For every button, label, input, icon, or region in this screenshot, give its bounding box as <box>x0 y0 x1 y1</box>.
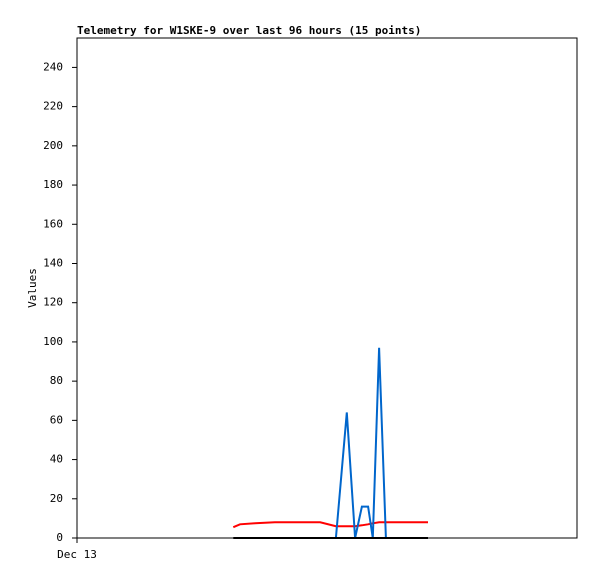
y-tick-label: 200 <box>43 139 63 152</box>
y-tick-label: 160 <box>43 217 63 230</box>
chart-title: Telemetry for W1SKE-9 over last 96 hours… <box>77 24 421 37</box>
y-tick-label: 180 <box>43 178 63 191</box>
y-tick-label: 240 <box>43 60 63 73</box>
plot-frame <box>76 37 578 539</box>
y-tick-label: 60 <box>50 413 63 426</box>
y-tick-label: 40 <box>50 453 63 466</box>
y-tick-label: 220 <box>43 100 63 113</box>
x-tick-label: Dec 13 <box>57 548 97 561</box>
y-axis-label: Values <box>26 268 39 308</box>
y-tick-label: 20 <box>50 492 63 505</box>
y-tick-label: 140 <box>43 256 63 269</box>
series-line <box>334 347 387 539</box>
series-line <box>232 521 428 529</box>
y-tick-label: 100 <box>43 335 63 348</box>
y-tick-label: 120 <box>43 296 63 309</box>
y-tick-label: 0 <box>56 531 63 544</box>
y-tick-label: 80 <box>50 374 63 387</box>
